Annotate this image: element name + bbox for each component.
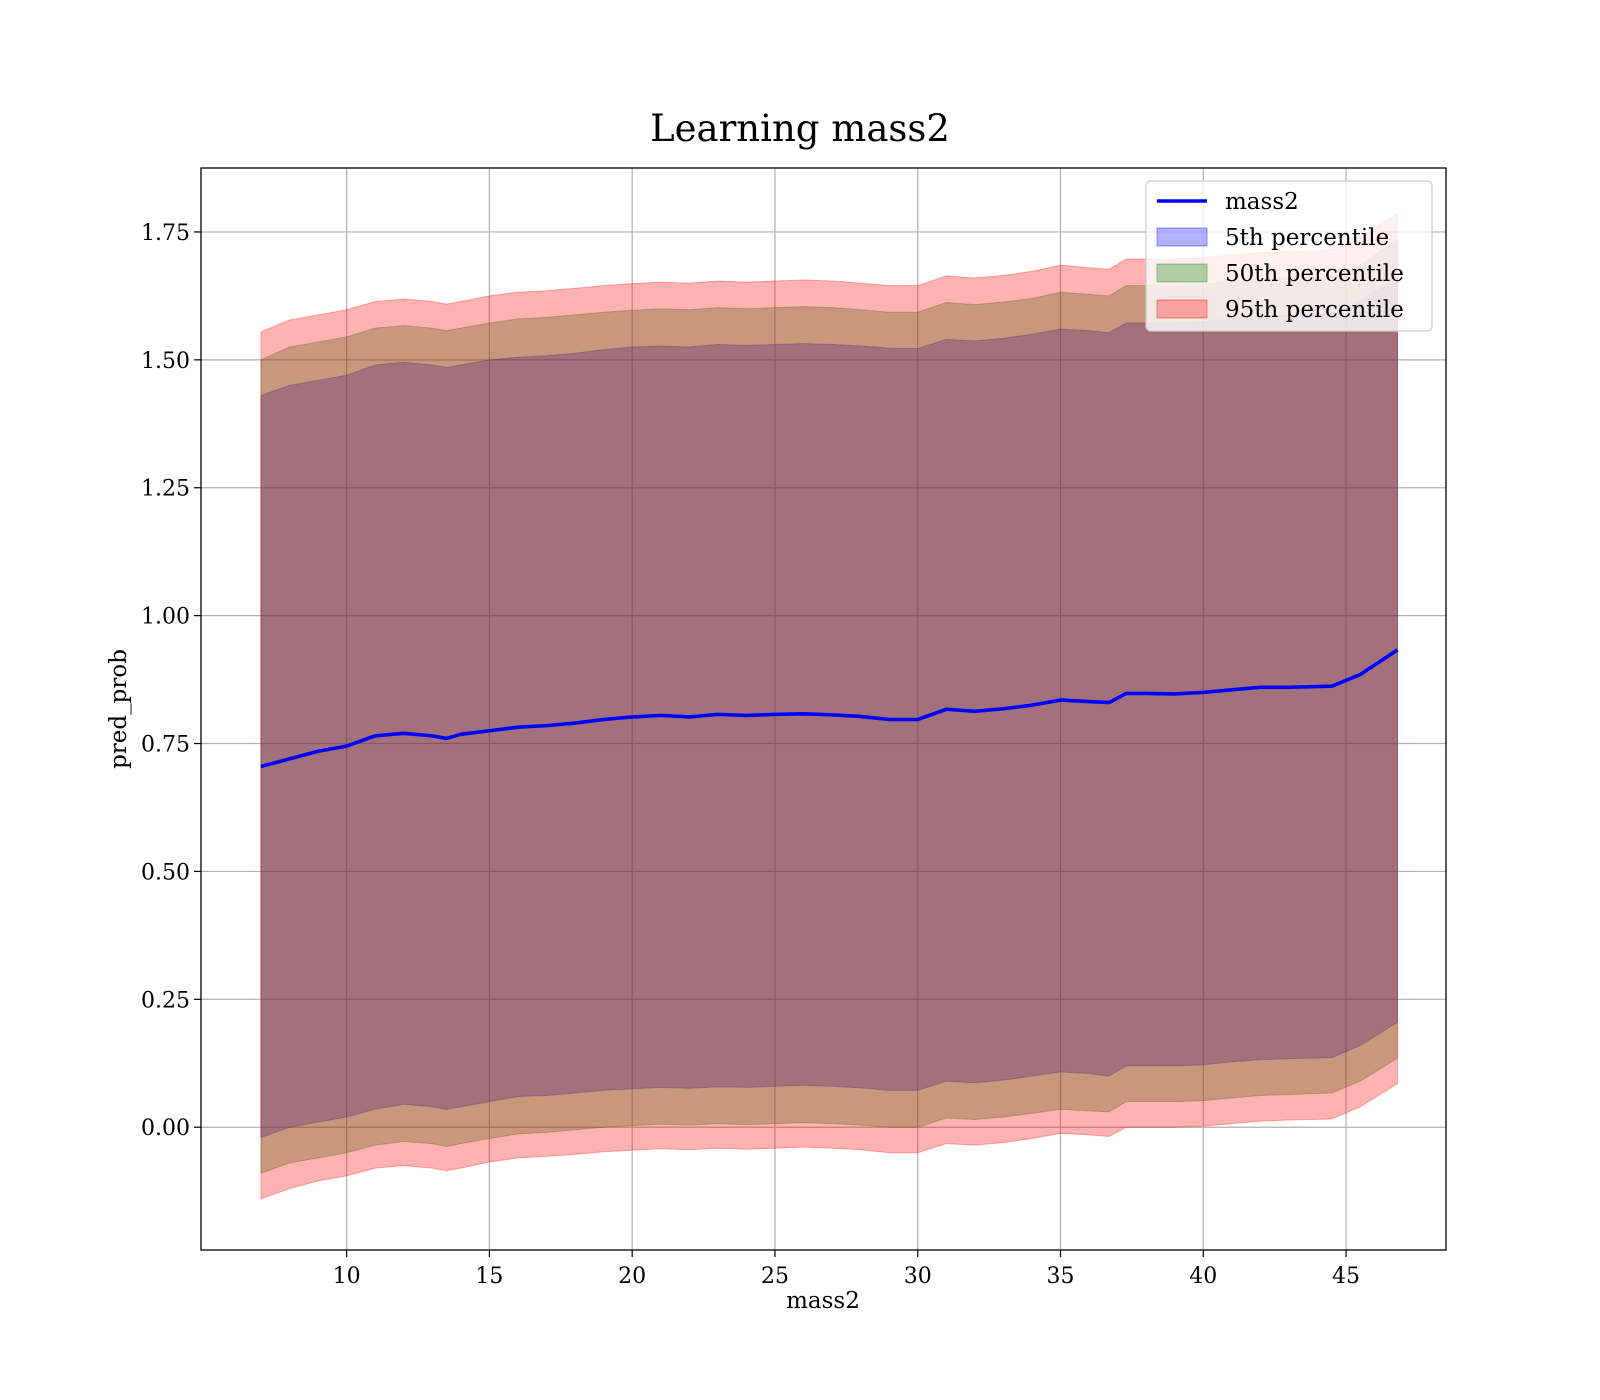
legend-label-3: 95th percentile [1225,297,1404,323]
band-1 [260,277,1398,1139]
y-tick-label-3: 0.75 [141,733,190,758]
x-tick-label-6: 40 [1189,1264,1217,1289]
series-line-0 [260,648,1399,769]
grid [201,168,1446,1250]
legend-swatch-1 [1156,227,1208,247]
legend-swatch-3 [1156,299,1208,319]
x-axis-ticks: 10 15 20 25 30 35 40 45 [333,1250,1360,1289]
y-axis-ticks: 0.00 0.25 0.50 0.75 1.00 1.25 1.50 1.75 [141,221,201,1141]
y-tick-label-6: 1.50 [141,349,190,374]
x-axis-label: mass2 [786,1288,860,1314]
x-tick-label-2: 20 [618,1264,646,1289]
x-tick-label-3: 25 [761,1264,789,1289]
legend-label-0: mass2 [1225,189,1299,215]
y-tick-label-5: 1.25 [141,477,190,502]
y-tick-label-0: 0.00 [141,1116,190,1141]
band-3 [260,212,1398,1200]
y-axis-label: pred_prob [106,649,132,769]
x-tick-label-5: 35 [1047,1264,1075,1289]
y-tick-label-2: 0.50 [141,860,190,885]
x-tick-label-0: 10 [333,1264,361,1289]
x-tick-label-1: 15 [475,1264,503,1289]
legend-label-2: 50th percentile [1225,261,1404,287]
legend: mass2 5th percentile 50th percentile 95th p… [1145,180,1433,332]
band-2 [260,238,1398,1174]
bands [260,212,1398,1200]
x-tick-label-7: 45 [1332,1264,1360,1289]
y-tick-label-7: 1.75 [141,221,190,246]
plot-frame [200,167,1447,1251]
y-tick-label-1: 0.25 [141,988,190,1013]
legend-swatch-2 [1156,263,1208,283]
lines [260,648,1399,769]
y-tick-label-4: 1.00 [141,605,190,630]
chart-title: Learning mass2 [650,107,950,150]
legend-label-1: 5th percentile [1225,225,1389,251]
x-tick-label-4: 30 [904,1264,932,1289]
legend-box [1145,180,1433,332]
